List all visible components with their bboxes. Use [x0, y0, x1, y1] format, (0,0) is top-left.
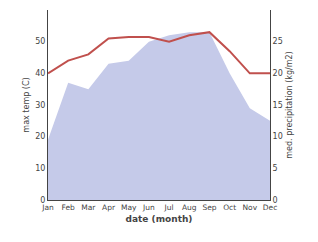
svg-text:40: 40	[35, 69, 45, 78]
svg-text:May: May	[121, 203, 137, 212]
svg-text:med. precipitation (kg/m2): med. precipitation (kg/m2)	[285, 51, 294, 158]
svg-text:Dec: Dec	[263, 203, 278, 212]
svg-text:20: 20	[273, 69, 283, 78]
svg-text:10: 10	[35, 164, 45, 173]
svg-text:Mar: Mar	[81, 203, 96, 212]
svg-text:Aug: Aug	[182, 203, 197, 212]
svg-text:15: 15	[273, 101, 283, 110]
svg-text:20: 20	[35, 132, 45, 141]
svg-text:max temp (C): max temp (C)	[22, 77, 31, 132]
svg-text:10: 10	[273, 132, 283, 141]
svg-text:0: 0	[40, 196, 45, 205]
svg-text:date (month): date (month)	[126, 214, 193, 224]
svg-text:Sep: Sep	[202, 203, 216, 212]
svg-text:50: 50	[35, 37, 45, 46]
svg-text:5: 5	[273, 164, 278, 173]
svg-text:30: 30	[35, 101, 45, 110]
svg-text:Jan: Jan	[41, 203, 54, 212]
svg-text:Oct: Oct	[223, 203, 236, 212]
svg-text:Apr: Apr	[102, 203, 116, 212]
svg-text:Jun: Jun	[142, 203, 155, 212]
svg-text:Feb: Feb	[62, 203, 76, 212]
svg-text:Jul: Jul	[164, 203, 174, 212]
svg-text:25: 25	[273, 37, 283, 46]
svg-text:Nov: Nov	[242, 203, 257, 212]
svg-text:0: 0	[273, 196, 278, 205]
